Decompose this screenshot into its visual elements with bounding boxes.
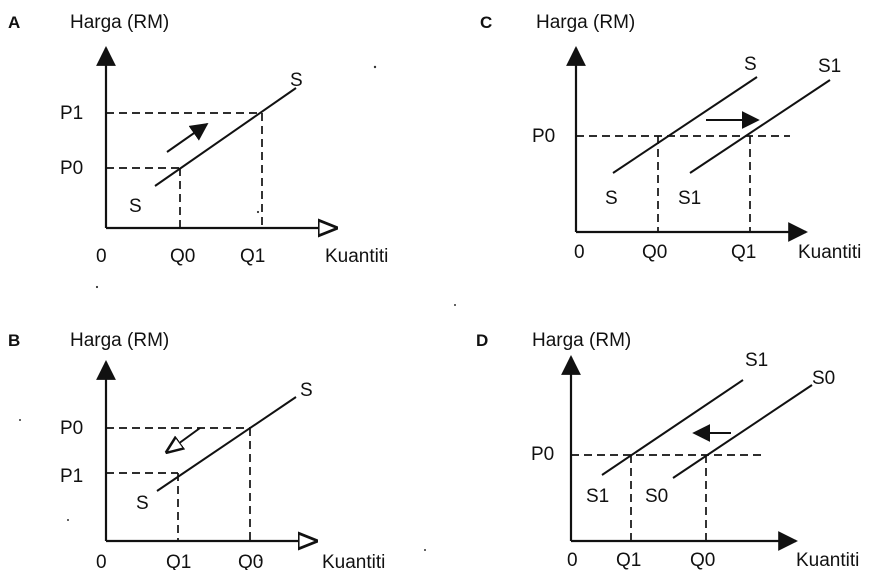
movement-arrow [167,427,201,452]
curve-label: S [605,188,618,209]
panel-a: A Harga (RM) P1 P0 0 Q0 Q1 Kuantiti S S [8,12,388,267]
supply-curve-s1 [689,79,831,174]
panel-letter: D [476,331,488,350]
x-tick-label: Q1 [166,552,191,570]
panel-b: B Harga (RM) P0 P1 0 Q1 Q0 Kuantiti S S [8,330,385,570]
curve-label: S [129,196,142,217]
supply-curve-s [612,76,758,174]
origin-label: 0 [567,550,578,570]
x-axis-label: Kuantiti [325,246,388,267]
supply-curve-s [154,87,297,187]
movement-arrow [166,122,209,153]
curve-label: S1 [818,56,841,77]
x-tick-label: Q0 [690,550,715,570]
y-tick-label: P1 [60,466,83,487]
scan-specks [19,65,456,561]
curve-label: S0 [812,368,835,389]
x-tick-label: Q1 [616,550,641,570]
curve-label: S [290,70,303,91]
supply-curve-s1 [601,379,744,476]
curve-label: S0 [645,486,668,507]
panel-letter: C [480,13,492,32]
x-tick-label: Q0 [642,242,667,263]
y-tick-label: P0 [60,158,83,179]
origin-label: 0 [96,552,107,570]
y-axis-label: Harga (RM) [532,330,631,351]
y-tick-label: P0 [60,418,83,439]
x-axis-label: Kuantiti [796,550,859,570]
supply-curve-s [156,396,297,492]
curve-label: S1 [586,486,609,507]
y-axis-label: Harga (RM) [70,12,169,33]
x-axis-label: Kuantiti [322,552,385,570]
panel-d: D Harga (RM) P0 0 Q1 Q0 Kuantiti S1 S0 S… [476,330,859,570]
y-tick-label: P0 [532,126,555,147]
x-tick-label: Q0 [238,552,263,570]
y-axis-label: Harga (RM) [536,12,635,33]
curve-label: S1 [678,188,701,209]
y-axis-label: Harga (RM) [70,330,169,351]
panel-c: C Harga (RM) P0 0 Q0 Q1 Kuantiti S S1 S … [480,12,861,263]
curve-label: S [300,380,313,401]
x-tick-label: Q0 [170,246,195,267]
curve-label: S [136,493,149,514]
origin-label: 0 [574,242,585,263]
y-tick-label: P0 [531,444,554,465]
x-tick-label: Q1 [240,246,265,267]
supply-curve-s0 [672,384,813,479]
curve-label: S1 [745,350,768,371]
panel-letter: B [8,331,20,350]
y-tick-label: P1 [60,103,83,124]
x-axis-label: Kuantiti [798,242,861,263]
x-tick-label: Q1 [731,242,756,263]
panel-letter: A [8,13,20,32]
curve-label: S [744,54,757,75]
origin-label: 0 [96,246,107,267]
